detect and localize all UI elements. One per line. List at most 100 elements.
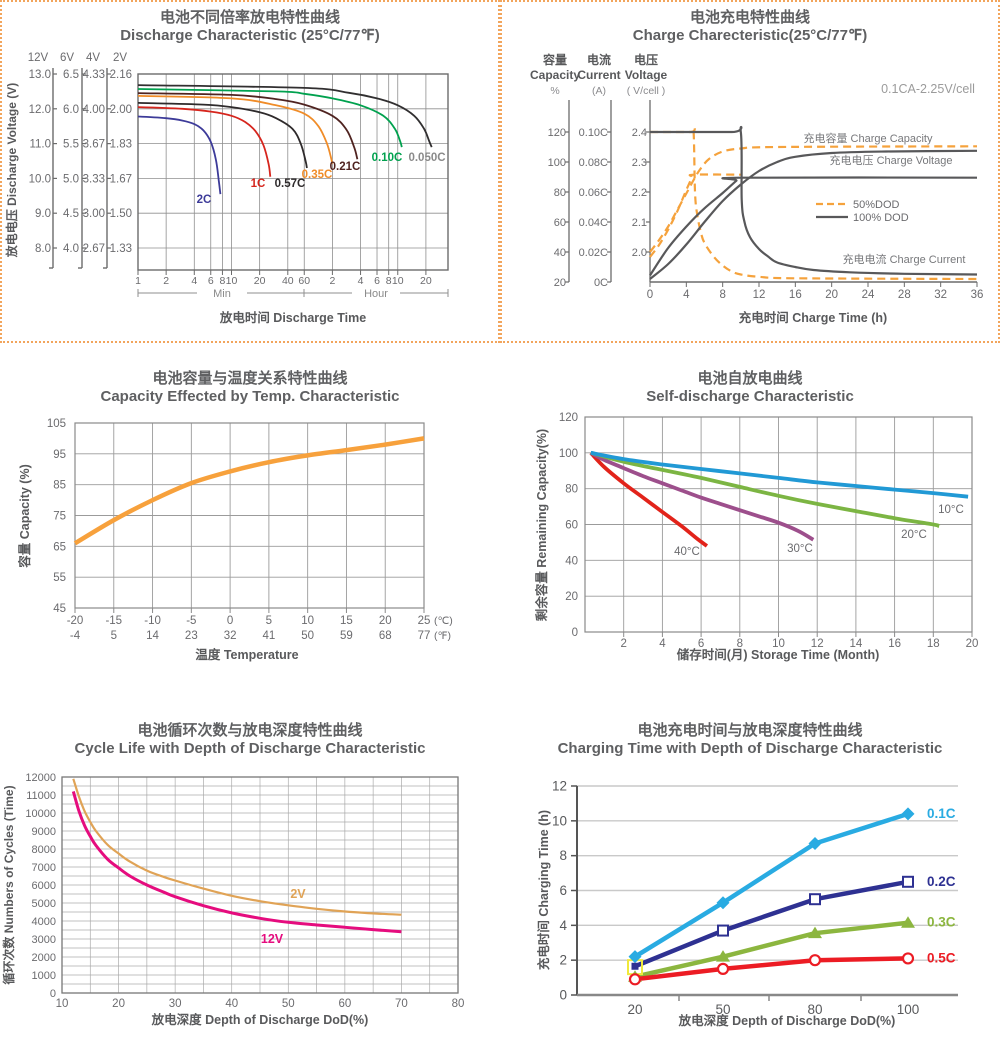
series-label-0.050C: 0.050C (408, 152, 445, 164)
series-label-2C: 2C (197, 194, 212, 206)
marker-open-circle (716, 962, 730, 975)
ytick: 6 (559, 883, 567, 898)
xtick: 10 (56, 998, 69, 1010)
yaxis-head-en: Capacity (530, 68, 580, 82)
xtick: 60 (338, 998, 351, 1010)
ytick: 4.5 (63, 208, 79, 220)
xtick: 80 (452, 998, 465, 1010)
series-0.35C (137, 95, 333, 165)
series-label-10°C: 10°C (938, 504, 964, 516)
xtick: 8 (737, 638, 743, 650)
series-0.3C (634, 920, 909, 979)
xtick: 20 (627, 1002, 642, 1017)
xtick: 20 (254, 275, 266, 287)
series-capacity-100dod (649, 149, 978, 280)
xtick: 4 (659, 638, 666, 650)
xtick: 16 (888, 638, 901, 650)
bracket-label-Hour: Hour (364, 288, 388, 300)
ytick: 60 (554, 217, 566, 229)
ytick: 9.0 (35, 208, 51, 220)
xtick: 36 (971, 289, 984, 301)
series-current-100dod (650, 125, 978, 276)
unit-celsius: (℃) (434, 615, 453, 627)
xtick: 20 (112, 998, 125, 1010)
panel-cycle-life: 电池循环次数与放电深度特性曲线 Cycle Life with Depth of… (0, 700, 500, 1043)
ytick: 120 (548, 127, 566, 139)
xtick: 14 (850, 638, 863, 650)
series-2V (72, 778, 402, 916)
plot-box (137, 73, 449, 271)
series-label-0.1C: 0.1C (927, 806, 956, 821)
ytick: 11.0 (29, 139, 51, 151)
marker-open-square (717, 924, 729, 937)
ytick: 0.06C (579, 187, 608, 199)
yaxis-unit: ( V/cell ) (627, 85, 666, 97)
ytick: 105 (47, 418, 66, 430)
ytick: 0 (559, 988, 567, 1003)
xtick: 4 (191, 275, 197, 287)
legend-50dod: 50%DOD (853, 199, 900, 211)
xtick: 20 (420, 275, 432, 287)
xtick: 80 (807, 1002, 822, 1017)
series-20°C (590, 450, 941, 529)
series-label-0.21C: 0.21C (330, 161, 361, 173)
marker-diamond (901, 807, 915, 821)
series-label-0.10C: 0.10C (372, 152, 403, 164)
ytick: 0.10C (579, 127, 608, 139)
yaxis-unit: (A) (592, 85, 606, 97)
ytick: 1.33 (110, 243, 132, 255)
xtick: 20 (966, 638, 979, 650)
series-current-50dod (650, 126, 978, 281)
ytick: 20 (565, 591, 578, 603)
xtick-f: 32 (224, 630, 237, 642)
x-axis-title: 放电时间 Discharge Time (219, 310, 366, 325)
xtick-c: -20 (67, 615, 84, 627)
series-0.21C (137, 92, 359, 160)
x-axis-title: 温度 Temperature (195, 647, 298, 662)
xtick: 32 (934, 289, 947, 301)
xtick-f: 23 (185, 630, 198, 642)
series-0.050C (137, 84, 433, 148)
series-1C (137, 106, 272, 177)
xtick: 70 (395, 998, 408, 1010)
ytick: 0.08C (579, 157, 608, 169)
xtick: 100 (897, 1002, 920, 1017)
scale-header-12V: 12V (28, 52, 49, 64)
series-0.2C (634, 879, 909, 969)
xtick-f: 5 (111, 630, 117, 642)
xtick-f: 59 (340, 630, 353, 642)
xtick-c: -15 (105, 615, 122, 627)
series-label-0.57C: 0.57C (275, 178, 306, 190)
yaxis-head-cn: 电压 (634, 52, 658, 67)
ytick: 4000 (32, 916, 56, 928)
ytick: 4.0 (63, 243, 79, 255)
xtick: 24 (862, 289, 875, 301)
ytick: 55 (53, 572, 66, 584)
series-label-2V: 2V (290, 887, 306, 901)
series-10°C (590, 450, 969, 499)
marker-diamond (628, 950, 642, 964)
xtick: 40 (282, 275, 294, 287)
ytick: 6.0 (63, 104, 79, 116)
xtick: 6 (208, 275, 214, 287)
legend-100dod: 100% DOD (853, 212, 909, 224)
scale-header-2V: 2V (113, 52, 127, 64)
marker-open-circle (808, 954, 822, 967)
yaxis-head-cn: 电流 (587, 52, 611, 67)
series-capacity-50dod (649, 145, 978, 253)
xtick-c: 0 (227, 615, 233, 627)
series-capacity (73, 436, 425, 546)
marker-open-square (902, 875, 914, 888)
ytick: 0 (572, 627, 578, 639)
ytick: 65 (53, 541, 66, 553)
panel-charging-time: 电池充电时间与放电深度特性曲线 Charging Time with Depth… (500, 700, 1000, 1043)
ytick: 0.02C (579, 247, 608, 259)
marker-diamond (808, 836, 822, 850)
discharge-chart-canvas: 12V13.012.011.010.09.08.06V6.56.05.55.04… (4, 52, 449, 325)
ytick: 6000 (32, 880, 56, 892)
series-40°C (589, 451, 709, 548)
ytick: 1000 (32, 970, 56, 982)
ytick: 80 (565, 484, 578, 496)
xtick: 20 (825, 289, 838, 301)
ytick: 85 (53, 480, 66, 492)
